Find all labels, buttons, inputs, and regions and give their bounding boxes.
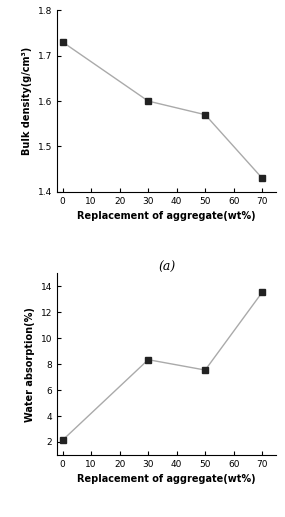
Y-axis label: Bulk density(g/cm³): Bulk density(g/cm³)	[22, 47, 32, 155]
Y-axis label: Water absorption(%): Water absorption(%)	[25, 307, 35, 422]
X-axis label: Replacement of aggregate(wt%): Replacement of aggregate(wt%)	[78, 211, 256, 221]
Text: (a): (a)	[158, 261, 175, 274]
X-axis label: Replacement of aggregate(wt%): Replacement of aggregate(wt%)	[78, 475, 256, 484]
